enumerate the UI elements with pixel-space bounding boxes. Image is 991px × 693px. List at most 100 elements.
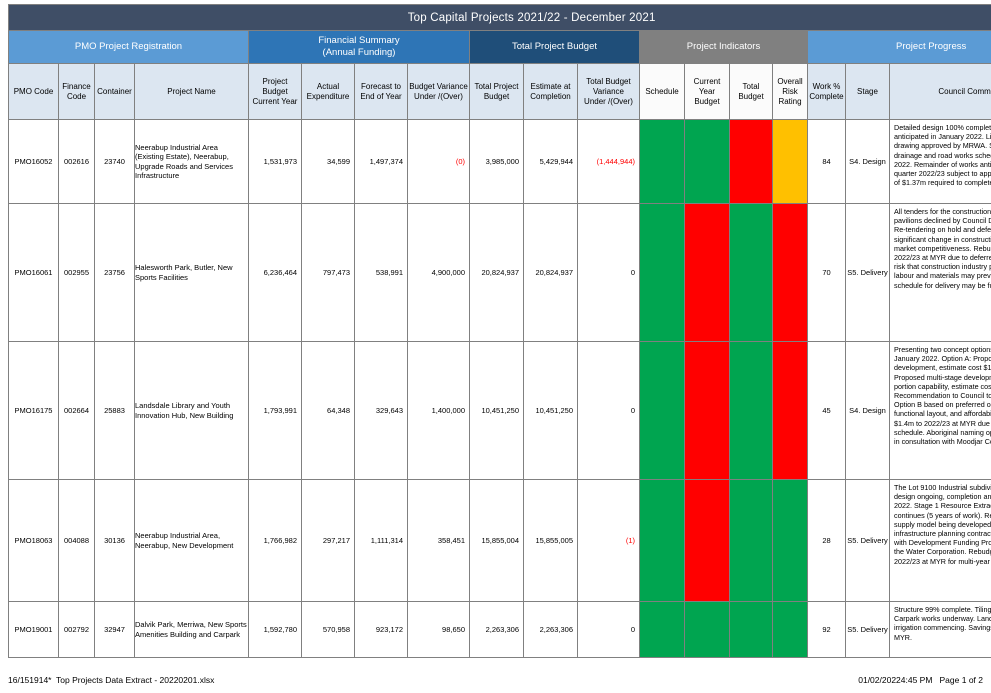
cell-council-comments: All tenders for the construction of spor… [888,203,991,342]
column-header-line: Under /(Over) [414,91,463,101]
cell-total-project-budget: 3,985,000 [469,119,524,204]
cell-total-budget-variance: 0 [577,341,640,480]
footer-left-text: 16/151914* Top Projects Data Extract - 2… [8,675,215,685]
column-header-line: Work % [812,81,841,91]
table-body: PMO16052 002616 23740 Neerabup Industrial A… [8,119,991,658]
cell-forecast-to-end-of-year: 1,497,374 [354,119,408,204]
cell-budget-variance: 4,900,000 [407,203,470,342]
cell-project-budget-current-year: 1,766,982 [248,479,302,602]
column-header-line: Rating [778,96,802,106]
cell-estimate-at-completion: 20,824,937 [523,203,578,342]
status-indicator-current-year-budget [684,341,730,480]
cell-stage: S5. Delivery [845,479,890,602]
group-header-project-progress: Project Progress [806,30,991,64]
column-header-work-pct-complete: Work % Complete [807,63,846,120]
column-header-current-year-budget: Current Year Budget [684,63,730,120]
cell-total-budget-variance: (1,444,944) [577,119,640,204]
cell-forecast-to-end-of-year: 923,172 [354,601,408,658]
column-header-line: Code [66,91,87,101]
status-indicator-schedule [639,203,685,342]
cell-pmo-code: PMO16052 [8,119,59,204]
table-row[interactable]: PMO16052 002616 23740 Neerabup Industrial A… [8,119,991,204]
table-row[interactable]: PMO16175 002664 25883 Landsdale Library and… [8,341,991,480]
column-header-line: Under /(Over) [584,96,633,106]
cell-pmo-code: PMO16061 [8,203,59,342]
cell-project-name: Landsdale Library and Youth Innovation H… [134,341,249,480]
cell-work-pct-complete: 28 [807,479,846,602]
cell-container: 32947 [94,601,135,658]
cell-project-budget-current-year: 6,236,464 [248,203,302,342]
column-header-container: Container [94,63,135,120]
cell-project-name: Halesworth Park, Butler, New Sports Faci… [134,203,249,342]
table-row[interactable]: PMO16061 002955 23756 Halesworth Park, Butl… [8,203,991,342]
column-header-line: PMO Code [13,86,54,96]
column-header-actual-expenditure: Actual Expenditure [301,63,355,120]
cell-pmo-code: PMO18063 [8,479,59,602]
column-header-line: Budget [738,91,764,101]
cell-finance-code: 002616 [58,119,95,204]
group-header-financial-summary-line2: (Annual Funding) [322,47,396,58]
status-indicator-current-year-budget [684,203,730,342]
status-indicator-current-year-budget [684,119,730,204]
status-indicator-schedule [639,119,685,204]
cell-forecast-to-end-of-year: 538,991 [354,203,408,342]
cell-project-budget-current-year: 1,592,780 [248,601,302,658]
column-header-row: PMO Code Finance Code Container Project … [8,63,991,120]
column-header-line: Budget [694,96,720,106]
status-indicator-total-budget-indicator [729,601,773,658]
cell-council-comments: Detailed design 100% completed, sign off… [888,119,991,204]
status-indicator-overall-risk-rating [772,119,808,204]
column-header-line: Current [693,76,721,86]
footer-right-text: 01/02/20224:45 PM Page 1 of 2 [858,675,983,685]
column-header-line: Stage [857,86,878,96]
cell-project-name: Neerabup Industrial Area (Existing Estat… [134,119,249,204]
column-header-line: Container [97,86,132,96]
cell-budget-variance: (0) [407,119,470,204]
cell-actual-expenditure: 570,958 [301,601,355,658]
cell-budget-variance: 358,451 [407,479,470,602]
cell-finance-code: 002955 [58,203,95,342]
column-header-line: Variance [593,86,624,96]
column-header-line: Estimate at [530,81,571,91]
column-header-line: Total [742,81,760,91]
cell-finance-code: 004088 [58,479,95,602]
status-indicator-overall-risk-rating [772,601,808,658]
cell-actual-expenditure: 797,473 [301,203,355,342]
cell-project-name: Neerabup Industrial Area, Neerabup, New … [134,479,249,602]
column-header-line: Expenditure [306,91,350,101]
column-header-line: Completion [530,91,571,101]
cell-total-budget-variance: 0 [577,601,640,658]
table-row[interactable]: PMO19001 002792 32947 Dalvik Park, Merriwa,… [8,601,991,658]
cell-total-budget-variance: (1) [577,479,640,602]
column-header-total-budget-indicator: Total Budget [729,63,773,120]
cell-estimate-at-completion: 5,429,944 [523,119,578,204]
table-row[interactable]: PMO18063 004088 30136 Neerabup Industrial A… [8,479,991,602]
column-header-budget-variance: Budget Variance Under /(Over) [407,63,470,120]
column-header-estimate-at-completion: Estimate at Completion [523,63,578,120]
group-header-financial-summary-line1: Financial Summary [318,35,400,46]
column-header-schedule: Schedule [639,63,685,120]
column-header-total-budget-variance: Total Budget Variance Under /(Over) [577,63,640,120]
column-header-line: End of Year [360,91,402,101]
cell-work-pct-complete: 84 [807,119,846,204]
group-header-financial-summary: Financial Summary (Annual Funding) [248,30,470,64]
cell-pmo-code: PMO16175 [8,341,59,480]
cell-finance-code: 002664 [58,341,95,480]
status-indicator-total-budget-indicator [729,119,773,204]
column-header-stage: Stage [845,63,890,120]
column-header-pmo-code: PMO Code [8,63,59,120]
cell-budget-variance: 1,400,000 [407,341,470,480]
column-header-project-name: Project Name [134,63,249,120]
cell-total-project-budget: 10,451,250 [469,341,524,480]
cell-stage: S5. Delivery [845,203,890,342]
column-header-line: Complete [809,91,844,101]
cell-container: 25883 [94,341,135,480]
column-header-line: Finance [62,81,91,91]
group-header-total-project-budget: Total Project Budget [469,30,640,64]
report-sheet: Top Capital Projects 2021/22 - December … [7,4,991,658]
column-header-finance-code: Finance Code [58,63,95,120]
status-indicator-overall-risk-rating [772,479,808,602]
cell-council-comments: The Lot 9100 Industrial subdivision engi… [888,479,991,602]
column-header-line: Budget Variance [409,81,468,91]
cell-total-budget-variance: 0 [577,203,640,342]
